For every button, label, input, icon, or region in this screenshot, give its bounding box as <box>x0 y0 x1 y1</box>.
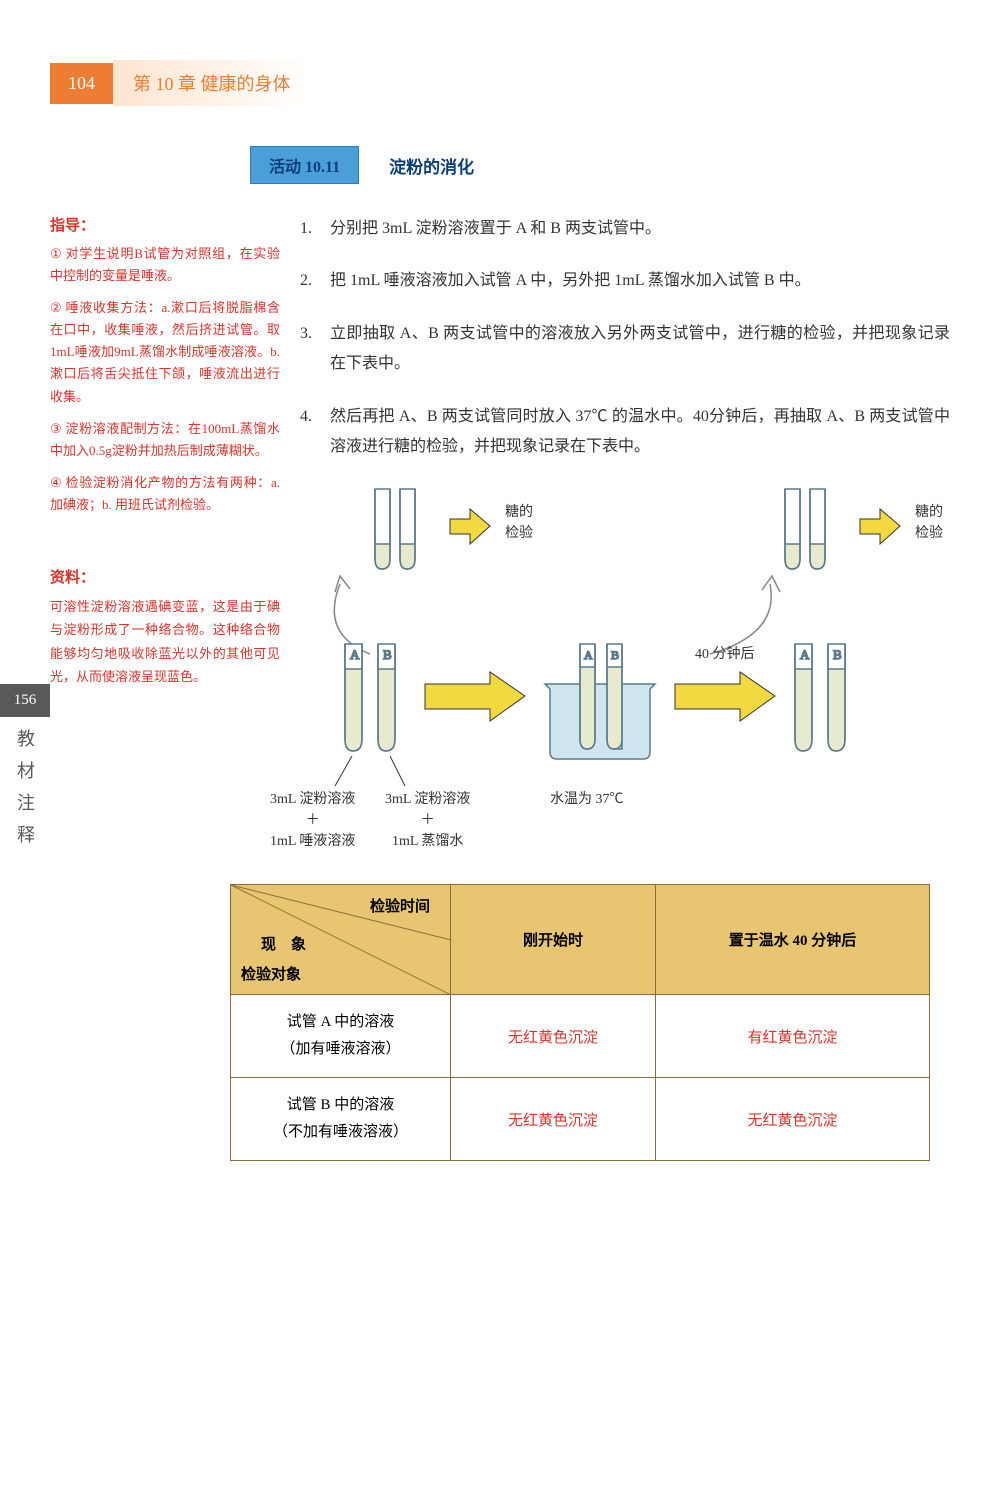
guide-header: 指导： <box>50 214 280 235</box>
svg-text:B: B <box>833 647 842 662</box>
side-tab: 156 教材注释 <box>0 684 50 869</box>
guide-item: ③ 淀粉溶液配制方法：在100mL蒸馏水中加入0.5g淀粉并加热后制成薄糊状。 <box>50 418 280 462</box>
table-diagonal-header: 检验时间 现 象 检验对象 <box>231 885 451 995</box>
table-col-header: 置于温水 40 分钟后 <box>655 885 929 995</box>
sugar-test-label: 糖的 检验 <box>915 502 943 544</box>
sugar-test-label: 糖的 检验 <box>505 502 533 544</box>
table-row: 试管 B 中的溶液 （不加有唾液溶液） 无红黄色沉淀 无红黄色沉淀 <box>231 1078 930 1161</box>
activity-badge: 活动 10.11 <box>250 146 359 184</box>
beaker-icon: A B <box>535 634 665 769</box>
water-temp-label: 水温为 37℃ <box>550 789 624 810</box>
table-row: 试管 A 中的溶液 （加有唾液溶液） 无红黄色沉淀 有红黄色沉淀 <box>231 995 930 1078</box>
guide-list: ① 对学生说明B试管为对照组，在实验中控制的变量是唾液。 ② 唾液收集方法：a.… <box>50 243 280 516</box>
activity-header: 活动 10.11 淀粉的消化 <box>250 146 950 184</box>
table-cell: 无红黄色沉淀 <box>655 1078 929 1161</box>
guide-item: ④ 检验淀粉消化产物的方法有两种：a. 加碘液；b. 用班氏试剂检验。 <box>50 472 280 516</box>
svg-text:B: B <box>611 648 619 662</box>
big-arrow-icon <box>420 669 530 729</box>
svg-text:A: A <box>800 647 810 662</box>
table-cell: 无红黄色沉淀 <box>451 1078 656 1161</box>
svg-text:A: A <box>584 648 593 662</box>
tube-icon <box>370 484 430 574</box>
row-label: 试管 B 中的溶液 （不加有唾液溶液） <box>231 1078 451 1161</box>
arrow-icon <box>855 504 905 554</box>
tube-a-composition: 3mL 淀粉溶液 ＋ 1mL 唾液溶液 <box>270 789 355 852</box>
activity-title: 淀粉的消化 <box>389 153 474 178</box>
step-item: 2.把 1mL 唾液溶液加入试管 A 中，另外把 1mL 蒸馏水加入试管 B 中… <box>300 266 950 296</box>
arrow-icon <box>445 504 495 554</box>
after-40min-label: 40 分钟后 <box>695 644 755 665</box>
tube-b-composition: 3mL 淀粉溶液 ＋ 1mL 蒸馏水 <box>385 789 470 852</box>
table-cell: 有红黄色沉淀 <box>655 995 929 1078</box>
reference-text: 可溶性淀粉溶液遇碘变蓝，这是由于碘与淀粉形成了一种络合物。这种络合物能够均匀地吸… <box>50 595 280 689</box>
big-arrow-icon <box>670 669 780 729</box>
svg-text:B: B <box>383 647 392 662</box>
step-item: 3.立即抽取 A、B 两支试管中的溶液放入另外两支试管中，进行糖的检验，并把现象… <box>300 319 950 380</box>
svg-text:A: A <box>350 647 360 662</box>
step-item: 1.分别把 3mL 淀粉溶液置于 A 和 B 两支试管中。 <box>300 214 950 244</box>
tube-icon <box>780 484 840 574</box>
experiment-diagram: 糖的 检验 糖的 检验 <box>300 484 950 864</box>
steps-list: 1.分别把 3mL 淀粉溶液置于 A 和 B 两支试管中。 2.把 1mL 唾液… <box>300 214 950 462</box>
table-cell: 无红黄色沉淀 <box>451 995 656 1078</box>
chapter-title: 第 10 章 健康的身体 <box>113 60 311 106</box>
tube-pair-ab: AB <box>340 639 410 759</box>
table-col-header: 刚开始时 <box>451 885 656 995</box>
side-label: 教材注释 <box>0 717 50 869</box>
step-item: 4.然后再把 A、B 两支试管同时放入 37℃ 的温水中。40分钟后，再抽取 A… <box>300 402 950 463</box>
guide-item: ② 唾液收集方法：a.漱口后将脱脂棉含在口中，收集唾液，然后挤进试管。取1mL唾… <box>50 297 280 407</box>
tube-pair-ab: AB <box>790 639 860 759</box>
row-label: 试管 A 中的溶液 （加有唾液溶液） <box>231 995 451 1078</box>
reference-header: 资料： <box>50 566 280 587</box>
page-header: 104 第 10 章 健康的身体 <box>50 60 950 106</box>
side-page-number: 156 <box>0 684 50 717</box>
page-number-top: 104 <box>50 63 113 104</box>
results-table: 检验时间 现 象 检验对象 刚开始时 置于温水 40 分钟后 试管 A 中的溶液… <box>230 884 930 1161</box>
reference-block: 资料： 可溶性淀粉溶液遇碘变蓝，这是由于碘与淀粉形成了一种络合物。这种络合物能够… <box>50 566 280 689</box>
guide-item: ① 对学生说明B试管为对照组，在实验中控制的变量是唾液。 <box>50 243 280 287</box>
